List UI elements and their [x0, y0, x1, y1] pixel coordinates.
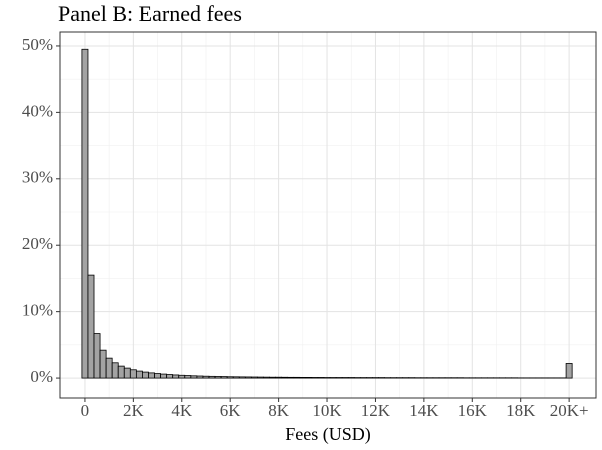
bar	[226, 376, 234, 379]
bar	[329, 377, 337, 379]
bar	[311, 377, 319, 379]
bar	[257, 376, 264, 379]
bar	[105, 357, 113, 379]
bar	[160, 373, 168, 379]
x-tick-label: 4K	[171, 401, 193, 420]
bar	[341, 377, 349, 379]
bar	[99, 349, 107, 379]
bar	[202, 375, 210, 379]
y-tick-label: 50%	[22, 35, 53, 54]
bar	[196, 375, 204, 379]
bar	[269, 376, 276, 379]
bar	[129, 369, 137, 379]
bar	[178, 374, 186, 379]
bar	[263, 376, 270, 379]
bar	[323, 377, 331, 379]
bar	[244, 376, 252, 379]
x-tick-label: 8K	[268, 401, 290, 420]
bar	[142, 371, 149, 379]
bar	[293, 376, 301, 379]
x-tick-label: 18K	[506, 401, 536, 420]
x-tick-label: 10K	[312, 401, 342, 420]
x-tick-label: 20K+	[550, 401, 589, 420]
y-tick-label: 20%	[22, 234, 53, 253]
bar	[232, 376, 240, 379]
bar	[111, 362, 119, 379]
y-tick-label: 10%	[22, 301, 53, 320]
bar	[281, 376, 289, 379]
bar	[275, 376, 283, 379]
bar	[208, 375, 216, 379]
y-tick-label: 40%	[22, 101, 53, 120]
x-axis-label: Fees (USD)	[285, 424, 371, 445]
panel-border	[59, 31, 597, 399]
bar	[299, 377, 307, 379]
bar	[172, 374, 180, 379]
x-tick-label: 14K	[409, 401, 439, 420]
bar	[135, 370, 143, 379]
bar	[81, 48, 89, 379]
y-tick-label: 0%	[30, 367, 53, 386]
bar	[250, 376, 258, 379]
chart-title: Panel B: Earned fees	[58, 1, 242, 26]
bar	[87, 274, 95, 379]
x-tick-label: 16K	[458, 401, 488, 420]
bar	[287, 376, 295, 379]
x-tick-label: 6K	[220, 401, 242, 420]
bar	[317, 377, 325, 379]
x-tick-label: 2K	[123, 401, 145, 420]
bar	[184, 375, 192, 379]
bar	[335, 377, 343, 379]
bar	[220, 376, 228, 379]
y-tick-label: 30%	[22, 168, 53, 187]
bar	[117, 365, 125, 379]
bar	[154, 373, 161, 379]
bar	[123, 367, 131, 379]
bar	[190, 375, 198, 379]
bar	[148, 372, 155, 379]
bar	[214, 376, 222, 379]
x-tick-label: 12K	[361, 401, 391, 420]
panel	[60, 32, 596, 398]
bar	[305, 377, 313, 379]
x-tick-label: 0	[81, 401, 90, 420]
bar	[93, 333, 101, 379]
bar	[166, 374, 174, 379]
bar	[565, 363, 573, 379]
bar	[347, 377, 355, 379]
bar	[238, 376, 246, 379]
